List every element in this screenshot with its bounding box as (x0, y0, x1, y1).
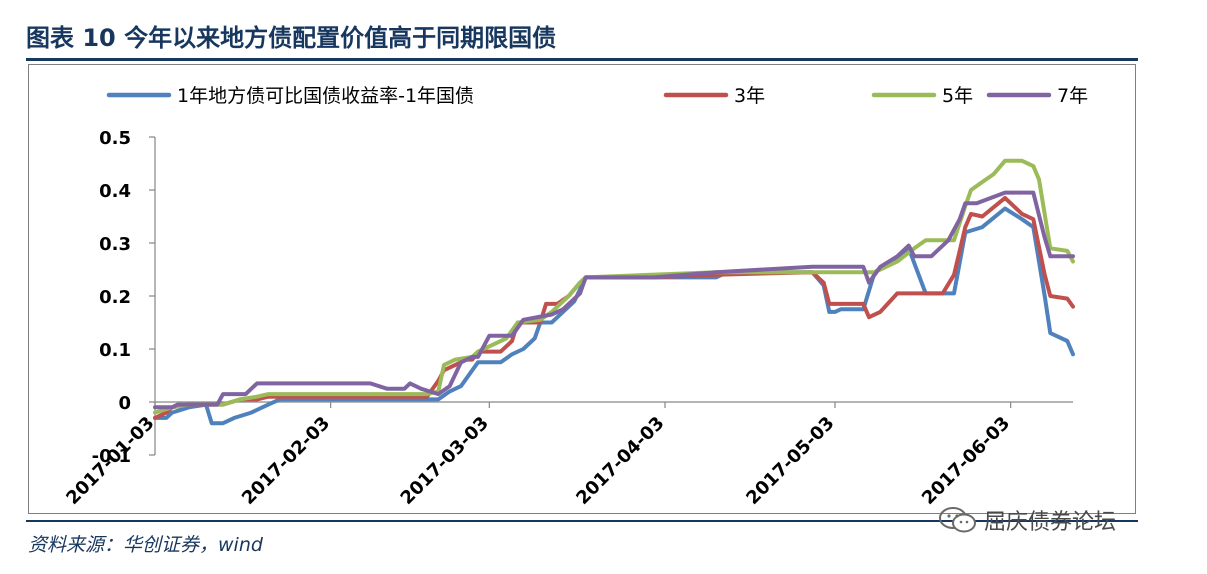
x-tick-label: 2017-03-03 (397, 413, 493, 509)
y-tick-label: 0 (118, 393, 131, 414)
series-line-1 (153, 206, 1075, 426)
legend-label-3: 5年 (942, 85, 973, 107)
title-rule (26, 58, 1138, 61)
x-tick-label: 2017-02-03 (238, 413, 334, 509)
bottom-rule (26, 520, 1138, 522)
series-line-3 (153, 158, 1075, 415)
legend: 1年地方债可比国债收益率-1年国债 3年 5年 7年 (106, 85, 1088, 107)
source-note: 资料来源：华创证券，wind (28, 534, 263, 556)
y-tick-label: 0.4 (99, 181, 131, 202)
legend-label-2: 3年 (734, 85, 765, 107)
y-tick-label: -0.1 (92, 446, 131, 467)
series-line-4 (153, 190, 1075, 410)
x-axis: 2017-01-03 2017-02-03 2017-03-03 2017-04-03… (62, 401, 1073, 509)
x-tick-label: 2017-06-03 (918, 413, 1014, 509)
y-tick-label: 0.5 (99, 128, 131, 149)
figure-title: 图表 10 今年以来地方债配置价值高于同期限国债 (26, 24, 557, 52)
line-chart: 1年地方债可比国债收益率-1年国债 3年 5年 7年 -0.1 0 0.1 0.2 0.3 0.… (62, 85, 1088, 509)
x-tick-label: 2017-01-03 (62, 413, 158, 509)
legend-label-4: 7年 (1057, 85, 1088, 107)
x-tick-label: 2017-05-03 (742, 413, 838, 509)
series-lines (153, 158, 1075, 426)
y-tick-label: 0.1 (99, 340, 131, 361)
wechat-icon (939, 507, 976, 533)
y-axis: -0.1 0 0.1 0.2 0.3 0.4 0.5 (92, 128, 156, 467)
watermark-text: 屈庆债券论坛 (984, 510, 1117, 535)
y-tick-label: 0.3 (99, 234, 131, 255)
legend-label-1: 1年地方债可比国债收益率-1年国债 (177, 85, 474, 107)
chart-frame: 1年地方债可比国债收益率-1年国债 3年 5年 7年 -0.1 0 0.1 0.2 0.3 0.… (28, 64, 1136, 514)
watermark: 屈庆债券论坛 (938, 505, 1116, 535)
y-tick-label: 0.2 (99, 287, 131, 308)
x-tick-label: 2017-04-03 (572, 413, 668, 509)
